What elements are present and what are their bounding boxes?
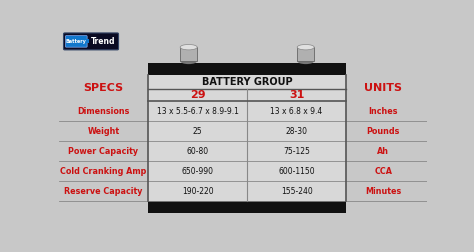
Bar — [148, 75, 346, 201]
Text: Power Capacity: Power Capacity — [68, 147, 138, 156]
FancyBboxPatch shape — [65, 36, 87, 47]
Text: Cold Cranking Amp: Cold Cranking Amp — [60, 167, 146, 176]
Text: Weight: Weight — [87, 127, 119, 136]
Text: 31: 31 — [289, 90, 304, 100]
FancyBboxPatch shape — [64, 33, 118, 50]
Text: SPECS: SPECS — [83, 83, 124, 93]
Text: BATTERY GROUP: BATTERY GROUP — [202, 77, 292, 87]
Text: Minutes: Minutes — [365, 187, 401, 196]
Ellipse shape — [297, 45, 314, 50]
Bar — [148, 201, 346, 213]
Text: Reserve Capacity: Reserve Capacity — [64, 187, 143, 196]
Text: 600-1150: 600-1150 — [278, 167, 315, 176]
Text: 13 x 5.5-6.7 x 8.9-9.1: 13 x 5.5-6.7 x 8.9-9.1 — [157, 107, 239, 116]
Text: 13 x 6.8 x 9.4: 13 x 6.8 x 9.4 — [271, 107, 323, 116]
Text: UNITS: UNITS — [364, 83, 402, 93]
Text: Pounds: Pounds — [366, 127, 400, 136]
Ellipse shape — [180, 45, 197, 50]
Bar — [180, 47, 197, 61]
Text: 28-30: 28-30 — [286, 127, 308, 136]
Text: Dimensions: Dimensions — [77, 107, 129, 116]
Ellipse shape — [180, 58, 197, 64]
Text: 60-80: 60-80 — [187, 147, 209, 156]
Text: CCA: CCA — [374, 167, 392, 176]
Text: Trend: Trend — [91, 37, 116, 46]
Text: Battery: Battery — [66, 39, 87, 44]
Bar — [297, 47, 314, 61]
Bar — [86, 40, 90, 43]
Text: 25: 25 — [193, 127, 202, 136]
Text: 190-220: 190-220 — [182, 187, 214, 196]
Text: 29: 29 — [190, 90, 206, 100]
Text: 155-240: 155-240 — [281, 187, 312, 196]
Text: Ah: Ah — [377, 147, 389, 156]
Bar — [148, 62, 346, 75]
Text: Inches: Inches — [368, 107, 398, 116]
Text: 75-125: 75-125 — [283, 147, 310, 156]
Text: 650-990: 650-990 — [182, 167, 214, 176]
Ellipse shape — [297, 58, 314, 64]
